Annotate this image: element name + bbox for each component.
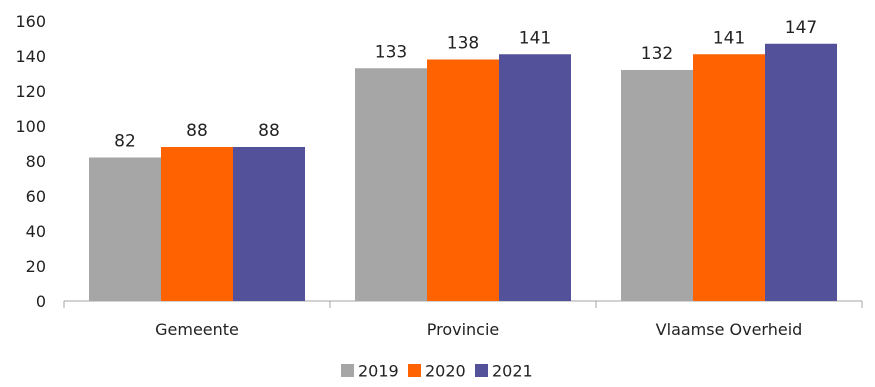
data-label: 138	[447, 34, 479, 54]
bar-2019-gemeente	[89, 157, 161, 301]
y-tick-label: 20	[26, 257, 46, 276]
x-category-label: Gemeente	[155, 320, 239, 339]
bar-2019-vlaamse-overheid	[621, 70, 693, 301]
x-axis: Gemeente Provincie Vlaamse Overheid	[63, 300, 863, 339]
data-label: 82	[114, 132, 136, 152]
bar-2019-provincie	[355, 68, 427, 301]
legend-label: 2019	[358, 362, 399, 381]
data-label: 141	[713, 28, 745, 48]
data-label: 133	[375, 42, 407, 62]
legend-swatch	[408, 364, 421, 377]
legend-label: 2020	[425, 362, 466, 381]
data-label: 88	[186, 121, 208, 141]
bar-2021-gemeente	[233, 147, 305, 301]
y-tick-label: 60	[26, 187, 46, 206]
bar-2020-provincie	[427, 59, 499, 301]
legend-label: 2021	[492, 362, 533, 381]
y-tick-label: 100	[15, 117, 46, 136]
bar-2021-provincie	[499, 54, 571, 301]
y-axis: 0 20 40 60 80 100 120 140 160	[15, 12, 46, 311]
x-category-label: Vlaamse Overheid	[656, 320, 803, 339]
y-tick-label: 0	[36, 292, 46, 311]
bar-2021-vlaamse-overheid	[765, 43, 837, 301]
data-label: 147	[785, 18, 817, 38]
bar-2020-gemeente	[161, 147, 233, 301]
y-tick-label: 80	[26, 152, 46, 171]
y-tick-label: 160	[15, 12, 46, 31]
legend-swatch	[341, 364, 354, 377]
y-tick-label: 40	[26, 222, 46, 241]
legend-item-2020: 2020	[408, 362, 466, 381]
y-tick-label: 120	[15, 82, 46, 101]
legend-item-2019: 2019	[341, 362, 399, 381]
data-labels: 82 88 88 133 138 141 132 141 147	[114, 18, 817, 152]
bars	[89, 43, 837, 301]
legend-swatch	[475, 364, 488, 377]
x-category-label: Provincie	[427, 320, 500, 339]
y-tick-label: 140	[15, 47, 46, 66]
data-label: 141	[519, 28, 551, 48]
bar-2020-vlaamse-overheid	[693, 54, 765, 301]
data-label: 132	[641, 44, 673, 64]
legend-item-2021: 2021	[475, 362, 533, 381]
data-label: 88	[258, 121, 280, 141]
legend: 2019 2020 2021	[341, 362, 533, 381]
